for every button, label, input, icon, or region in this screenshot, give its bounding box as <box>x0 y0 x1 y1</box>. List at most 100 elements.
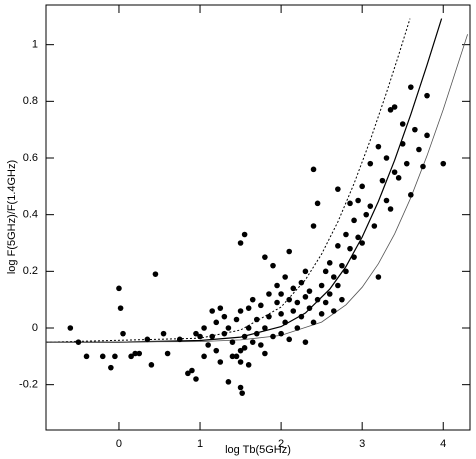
data-point <box>322 299 329 306</box>
data-point <box>193 330 199 337</box>
data-point <box>326 260 333 266</box>
data-point <box>306 288 313 294</box>
data-point <box>270 333 276 340</box>
data-point <box>217 305 224 311</box>
data-point <box>399 141 406 147</box>
data-point <box>213 347 220 354</box>
data-point <box>229 339 236 345</box>
data-point <box>339 262 345 269</box>
data-point <box>237 359 244 365</box>
data-point <box>274 282 280 289</box>
data-point <box>416 146 422 153</box>
data-point <box>408 192 414 198</box>
data-point <box>258 302 264 309</box>
y-tick-label: 0.8 <box>23 95 38 107</box>
data-point <box>245 325 252 331</box>
data-point <box>391 104 398 110</box>
data-point <box>326 291 333 297</box>
data-point <box>205 342 211 348</box>
data-point <box>120 330 126 337</box>
data-point <box>343 268 349 275</box>
data-point <box>322 268 329 275</box>
data-point <box>375 274 382 280</box>
data-point <box>294 325 301 331</box>
data-point <box>262 350 268 357</box>
data-point <box>395 175 402 181</box>
data-point <box>286 296 293 303</box>
data-point <box>424 132 430 139</box>
data-point <box>253 330 260 337</box>
data-point <box>391 169 398 175</box>
data-point <box>132 350 138 357</box>
data-point <box>128 353 134 360</box>
data-point <box>302 339 309 345</box>
x-tick-label: 1 <box>197 438 203 450</box>
data-point <box>310 223 317 229</box>
data-point <box>189 367 195 374</box>
data-point <box>363 211 370 218</box>
data-point <box>152 271 159 277</box>
data-point <box>237 308 244 314</box>
data-point <box>108 364 114 371</box>
data-point <box>160 330 167 337</box>
plot-frame <box>45 4 471 431</box>
data-point <box>274 299 280 306</box>
data-point <box>164 350 171 357</box>
data-point <box>193 376 199 382</box>
data-point <box>318 282 325 289</box>
data-point <box>239 390 245 396</box>
data-point <box>367 160 374 167</box>
data-point <box>278 291 284 297</box>
data-point <box>221 313 228 320</box>
y-tick-label: 1 <box>32 39 38 51</box>
data-point <box>282 274 288 280</box>
data-point <box>225 379 232 385</box>
data-point <box>213 319 220 326</box>
data-point <box>278 330 284 337</box>
data-point <box>347 200 353 207</box>
data-point <box>197 333 203 340</box>
data-point <box>403 160 410 167</box>
model-curve <box>45 34 468 343</box>
data-point <box>176 336 183 343</box>
data-point <box>249 296 256 303</box>
data-point <box>209 308 215 314</box>
data-point <box>298 313 305 320</box>
data-point <box>266 313 272 320</box>
data-point <box>387 206 394 212</box>
data-point <box>136 350 143 357</box>
x-axis-label: log Tb(5GHz) <box>225 444 291 456</box>
data-point <box>237 240 244 246</box>
data-point <box>355 234 361 241</box>
data-point <box>233 353 240 360</box>
data-point <box>185 370 191 377</box>
data-point <box>258 342 264 348</box>
y-tick-label: 0.2 <box>23 265 38 277</box>
data-point <box>331 274 337 280</box>
x-tick-label: 3 <box>359 438 365 450</box>
data-point <box>383 197 390 204</box>
y-tick-label: -0.2 <box>19 379 38 391</box>
data-point <box>144 336 151 343</box>
data-point <box>99 353 106 360</box>
model-curve <box>45 18 411 343</box>
data-point <box>245 305 252 311</box>
data-point <box>420 163 426 170</box>
data-point <box>306 305 313 311</box>
data-point <box>351 217 357 224</box>
data-point <box>266 291 272 297</box>
data-point <box>286 336 293 343</box>
data-point <box>262 325 268 331</box>
data-point <box>201 353 207 360</box>
data-point <box>383 155 390 161</box>
data-point <box>290 308 297 314</box>
data-point <box>359 183 365 190</box>
data-point <box>217 359 224 365</box>
data-point <box>408 84 414 90</box>
data-point <box>335 186 341 192</box>
data-point <box>347 245 353 252</box>
data-point <box>249 339 256 345</box>
data-point <box>241 231 248 238</box>
data-point <box>229 353 236 360</box>
data-point <box>75 339 82 345</box>
